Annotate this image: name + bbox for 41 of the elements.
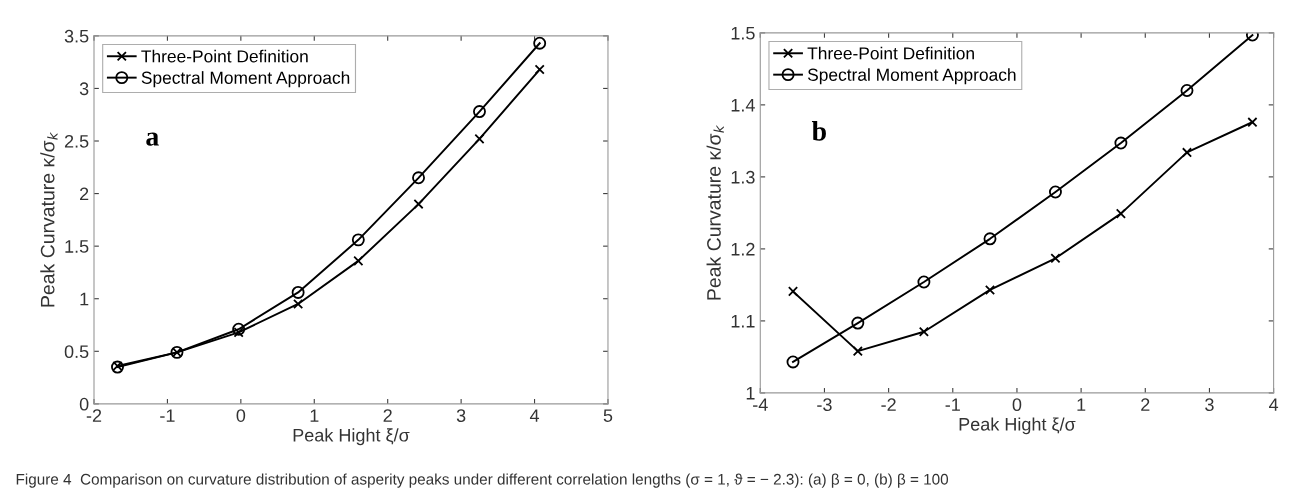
y-tick-label: 2.5 [64, 134, 89, 148]
y-axis-title: Peak Curvature κ/σ$_{k}$ [40, 131, 58, 307]
x-tick-label: -2 [86, 409, 102, 422]
y-tick-label: 1.5 [65, 240, 89, 253]
x-tick-label: 3 [1205, 398, 1214, 412]
y-axis-title: Peak Curvature κ/σ$_{k}$ [706, 124, 724, 300]
legend-label: Spectral Moment Approach [807, 68, 1016, 85]
y-tick-label: 1.3 [731, 170, 755, 184]
y-tick-label: 1.2 [731, 242, 755, 256]
y-tick-label: 1 [80, 292, 89, 306]
x-tick-label: 2 [383, 409, 392, 422]
legend-label: Spectral Moment Approach [141, 71, 350, 88]
x-tick-label: -1 [160, 409, 175, 422]
y-tick-label: 1.4 [731, 99, 755, 112]
legend-label: Three-Point Definition [807, 46, 974, 60]
x-tick-label: 2 [1141, 398, 1150, 411]
y-tick-label: 1 [746, 387, 755, 400]
x-tick-label: -2 [881, 398, 896, 411]
x-tick-label: 4 [1269, 398, 1279, 411]
x-tick-label: 0 [1012, 398, 1022, 412]
x-tick-label: -3 [817, 398, 832, 412]
x-axis-title: Peak Hight ξ/σ [293, 428, 410, 446]
annotation: b [811, 121, 826, 141]
x-tick-label: 3 [456, 409, 466, 422]
legend-label: Three-Point Definition [141, 49, 308, 63]
annotation: a [146, 132, 159, 146]
y-tick-label: 0.5 [64, 345, 89, 359]
x-tick-label: 1 [1077, 398, 1086, 411]
x-tick-label: 1 [310, 409, 319, 422]
x-tick-label: -4 [753, 398, 768, 411]
x-tick-label: 5 [603, 409, 613, 422]
x-axis-title: Peak Hight ξ/σ [959, 417, 1076, 435]
x-tick-label: 0 [236, 409, 246, 422]
y-tick-label: 2 [80, 187, 89, 201]
y-tick-label: 1.1 [731, 315, 755, 328]
caption: Figure 4 Comparison on curvature distribution of asperity peaks under different correlation lengths (σ = 1, ϑ = − 2.3): (a) β = 0, (b) β = 100 [16, 473, 949, 488]
x-tick-label: -1 [945, 398, 960, 411]
x-tick-label: 4 [529, 409, 540, 422]
y-tick-label: 1.5 [731, 26, 755, 40]
y-tick-label: 3 [79, 82, 89, 96]
y-tick-label: 3.5 [64, 29, 89, 43]
